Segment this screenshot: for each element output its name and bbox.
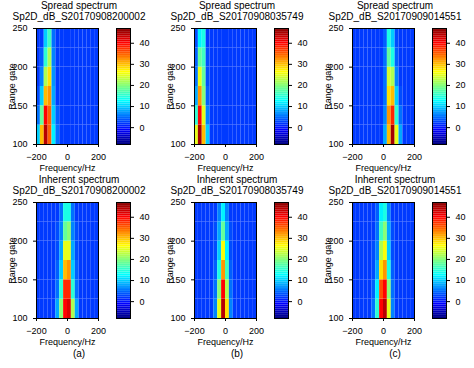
svg-text:200: 200 [91, 326, 106, 336]
html-text:Sp2D_dB_S20170908035749: Sp2D_dB_S20170908035749 [170, 185, 304, 196]
html-text:Sp2D_dB_S20170908200002: Sp2D_dB_S20170908200002 [12, 11, 146, 22]
svg-text:30: 30 [456, 59, 466, 69]
svg-text:20: 20 [456, 254, 466, 264]
svg-text:10: 10 [456, 275, 466, 285]
svg-text:30: 30 [298, 59, 308, 69]
svg-text:250: 250 [170, 197, 185, 207]
svg-text:Range gate: Range gate [7, 237, 17, 284]
svg-text:0: 0 [223, 326, 228, 336]
svg-text:100: 100 [170, 139, 185, 149]
svg-text:30: 30 [140, 59, 150, 69]
svg-text:Frequency/Hz: Frequency/Hz [197, 337, 254, 347]
svg-text:Frequency/Hz: Frequency/Hz [197, 163, 254, 173]
svg-text:−200: −200 [342, 152, 362, 162]
svg-text:150: 150 [12, 100, 28, 111]
svg-text:10: 10 [298, 275, 308, 285]
svg-text:150: 150 [328, 100, 344, 111]
svg-text:40: 40 [456, 212, 466, 222]
svg-text:0: 0 [298, 297, 303, 307]
html-text:(c): (c) [389, 348, 401, 359]
svg-text:150: 150 [328, 274, 344, 285]
svg-text:Frequency/Hz: Frequency/Hz [355, 163, 412, 173]
svg-text:Range gate: Range gate [323, 63, 333, 110]
svg-text:0: 0 [65, 152, 70, 162]
html-text:Spread spectrum: Spread spectrum [40, 0, 118, 11]
svg-text:20: 20 [140, 80, 150, 90]
svg-text:200: 200 [328, 236, 344, 246]
svg-text:40: 40 [456, 38, 466, 48]
svg-text:20: 20 [456, 80, 466, 90]
svg-text:−200: −200 [26, 152, 46, 162]
html-text:(a): (a) [72, 348, 86, 359]
svg-text:250: 250 [328, 23, 343, 33]
svg-text:0: 0 [381, 152, 386, 162]
svg-text:100: 100 [12, 313, 27, 323]
svg-text:200: 200 [407, 326, 422, 336]
svg-text:100: 100 [328, 139, 343, 149]
svg-text:Range gate: Range gate [7, 63, 17, 110]
html-text:Inherent spectrum: Inherent spectrum [196, 174, 278, 185]
svg-text:20: 20 [140, 254, 150, 264]
svg-text:20: 20 [298, 254, 308, 264]
svg-text:0: 0 [140, 297, 145, 307]
svg-text:10: 10 [298, 101, 308, 111]
svg-text:20: 20 [298, 80, 308, 90]
svg-text:150: 150 [12, 274, 28, 285]
svg-text:250: 250 [12, 197, 27, 207]
svg-text:200: 200 [249, 152, 264, 162]
svg-text:100: 100 [170, 313, 185, 323]
svg-text:10: 10 [140, 275, 150, 285]
svg-text:250: 250 [328, 197, 343, 207]
svg-text:10: 10 [456, 101, 466, 111]
html-text:Sp2D_dB_S20170909014551: Sp2D_dB_S20170909014551 [328, 11, 462, 22]
svg-text:Range gate: Range gate [165, 63, 175, 110]
svg-text:0: 0 [298, 123, 303, 133]
html-text:Sp2D_dB_S20170909014551: Sp2D_dB_S20170909014551 [328, 185, 462, 196]
svg-text:0: 0 [456, 123, 461, 133]
svg-text:250: 250 [170, 23, 185, 33]
html-text:Spread spectrum: Spread spectrum [198, 0, 276, 11]
svg-text:200: 200 [12, 62, 28, 72]
svg-text:30: 30 [298, 233, 308, 243]
svg-text:200: 200 [170, 62, 186, 72]
html-text:Inherent spectrum: Inherent spectrum [38, 174, 120, 185]
svg-text:200: 200 [170, 236, 186, 246]
svg-text:Frequency/Hz: Frequency/Hz [355, 337, 412, 347]
svg-text:200: 200 [91, 152, 106, 162]
html-text:Sp2D_dB_S20170908035749: Sp2D_dB_S20170908035749 [170, 11, 304, 22]
html-text:Sp2D_dB_S20170908200002: Sp2D_dB_S20170908200002 [12, 185, 146, 196]
svg-text:200: 200 [12, 236, 28, 246]
svg-text:10: 10 [140, 101, 150, 111]
svg-text:Frequency/Hz: Frequency/Hz [39, 337, 96, 347]
svg-text:150: 150 [170, 100, 186, 111]
svg-text:100: 100 [12, 139, 27, 149]
svg-text:200: 200 [249, 326, 264, 336]
svg-text:30: 30 [140, 233, 150, 243]
svg-text:100: 100 [328, 313, 343, 323]
svg-text:0: 0 [140, 123, 145, 133]
svg-text:40: 40 [298, 38, 308, 48]
svg-text:40: 40 [298, 212, 308, 222]
svg-text:−200: −200 [342, 326, 362, 336]
html-text:Spread spectrum: Spread spectrum [356, 0, 434, 11]
svg-text:Frequency/Hz: Frequency/Hz [39, 163, 96, 173]
svg-text:0: 0 [223, 152, 228, 162]
svg-text:−200: −200 [26, 326, 46, 336]
svg-text:0: 0 [381, 326, 386, 336]
svg-text:40: 40 [140, 38, 150, 48]
svg-text:200: 200 [407, 152, 422, 162]
svg-text:0: 0 [65, 326, 70, 336]
svg-text:40: 40 [140, 212, 150, 222]
svg-text:−200: −200 [184, 152, 204, 162]
svg-text:−200: −200 [184, 326, 204, 336]
html-text:Inherent spectrum: Inherent spectrum [354, 174, 436, 185]
svg-text:30: 30 [456, 233, 466, 243]
svg-text:150: 150 [170, 274, 186, 285]
svg-text:0: 0 [456, 297, 461, 307]
svg-text:Range gate: Range gate [323, 237, 333, 284]
html-text:(b): (b) [230, 348, 244, 359]
svg-text:Range gate: Range gate [165, 237, 175, 284]
svg-text:200: 200 [328, 62, 344, 72]
svg-text:250: 250 [12, 23, 27, 33]
